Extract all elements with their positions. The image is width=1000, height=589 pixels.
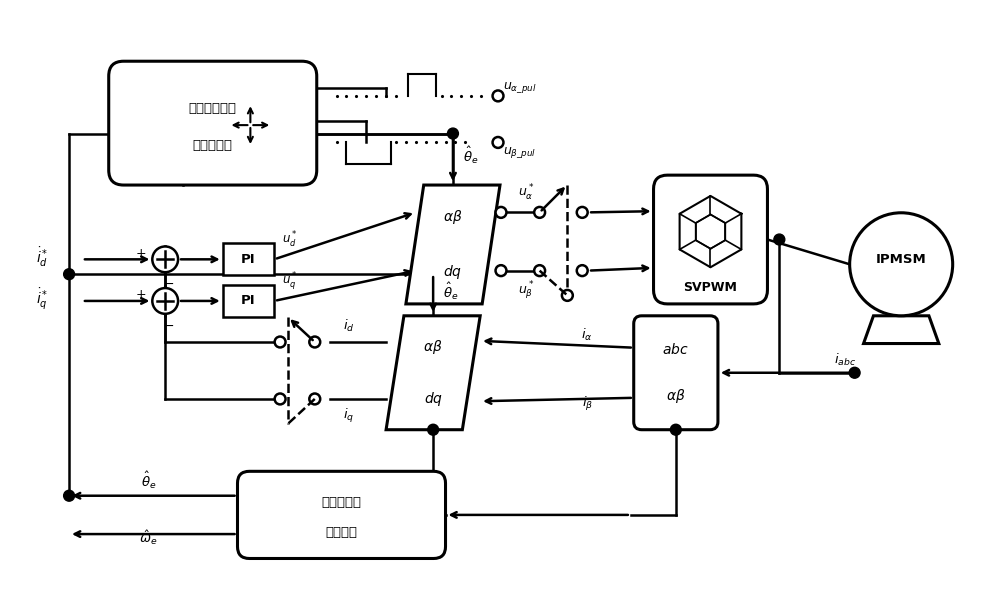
FancyBboxPatch shape [634, 316, 718, 430]
Circle shape [152, 288, 178, 314]
Text: 信号处理与: 信号处理与 [322, 496, 362, 509]
Text: $\hat{\theta}_e$: $\hat{\theta}_e$ [443, 280, 459, 302]
Text: $\hat{\omega}_e$: $\hat{\omega}_e$ [139, 529, 158, 547]
Circle shape [562, 290, 573, 301]
Text: $i_d$: $i_d$ [343, 318, 355, 334]
Text: PI: PI [241, 294, 256, 307]
Polygon shape [406, 185, 500, 304]
Text: $u_\beta^*$: $u_\beta^*$ [518, 280, 534, 302]
Polygon shape [386, 316, 480, 430]
Text: $i_\beta$: $i_\beta$ [582, 395, 593, 413]
Text: $\alpha\beta$: $\alpha\beta$ [666, 386, 686, 405]
Text: $\dot{i}_q^*$: $\dot{i}_q^*$ [36, 286, 49, 312]
Circle shape [275, 336, 286, 348]
Text: $u_{\beta\_pul}$: $u_{\beta\_pul}$ [503, 145, 536, 160]
Circle shape [493, 137, 503, 148]
Text: 位置拟合: 位置拟合 [326, 526, 358, 539]
Circle shape [64, 269, 75, 280]
Text: $\alpha\beta$: $\alpha\beta$ [423, 337, 443, 356]
Circle shape [309, 393, 320, 405]
Text: $u_\alpha^*$: $u_\alpha^*$ [518, 183, 534, 203]
Text: $\hat{\theta}_e$: $\hat{\theta}_e$ [463, 145, 478, 166]
Text: $dq$: $dq$ [443, 263, 462, 281]
Circle shape [64, 490, 75, 501]
Text: $-$: $-$ [163, 277, 174, 290]
Text: 信号发生器: 信号发生器 [193, 139, 233, 152]
Text: 正交随机脉冲: 正交随机脉冲 [189, 102, 237, 115]
Circle shape [577, 207, 588, 218]
Text: $u_{\alpha\_pul}$: $u_{\alpha\_pul}$ [503, 81, 537, 95]
Text: +: + [136, 289, 146, 302]
Text: IPMSM: IPMSM [876, 253, 927, 266]
Text: $i_\alpha$: $i_\alpha$ [581, 327, 593, 343]
Circle shape [534, 265, 545, 276]
Circle shape [496, 265, 506, 276]
Circle shape [774, 234, 785, 245]
Circle shape [577, 265, 588, 276]
Polygon shape [864, 316, 939, 343]
Text: $i_q$: $i_q$ [343, 407, 355, 425]
Circle shape [534, 207, 545, 218]
Circle shape [309, 336, 320, 348]
FancyBboxPatch shape [654, 175, 767, 304]
Text: $-$: $-$ [163, 319, 174, 332]
Text: $u_d^*$: $u_d^*$ [282, 230, 298, 250]
Circle shape [152, 246, 178, 272]
Text: SVPWM: SVPWM [684, 280, 737, 293]
Text: $\alpha\beta$: $\alpha\beta$ [443, 208, 463, 226]
Text: $\dot{i}_d^*$: $\dot{i}_d^*$ [36, 246, 49, 269]
Circle shape [447, 128, 458, 139]
Circle shape [849, 368, 860, 378]
FancyBboxPatch shape [109, 61, 317, 185]
Circle shape [275, 393, 286, 405]
FancyBboxPatch shape [237, 471, 446, 558]
Text: $i_{abc}$: $i_{abc}$ [834, 352, 856, 368]
Circle shape [496, 207, 506, 218]
Text: PI: PI [241, 253, 256, 266]
Bar [223, 285, 274, 317]
Circle shape [670, 424, 681, 435]
Text: $abc$: $abc$ [662, 342, 689, 358]
Circle shape [428, 424, 439, 435]
Text: $dq$: $dq$ [424, 390, 443, 408]
Text: +: + [136, 247, 146, 260]
Text: $u_q^*$: $u_q^*$ [282, 270, 298, 292]
Circle shape [493, 91, 503, 101]
Circle shape [850, 213, 953, 316]
Bar [223, 243, 274, 275]
Text: $\hat{\theta}_e$: $\hat{\theta}_e$ [141, 469, 156, 491]
